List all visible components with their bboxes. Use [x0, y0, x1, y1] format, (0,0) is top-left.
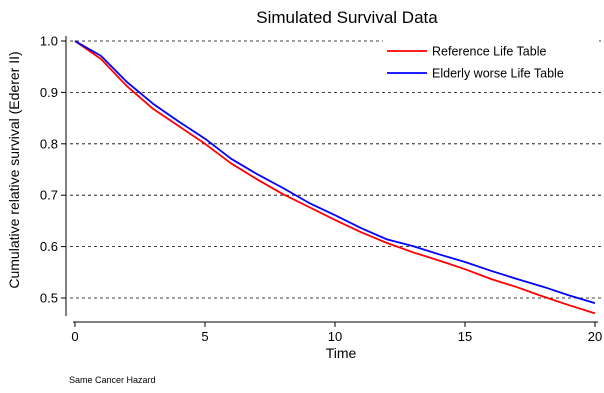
x-axis-label: Time — [326, 345, 357, 361]
series-line-1 — [74, 40, 596, 304]
y-tick-label-2: 0.7 — [40, 188, 58, 203]
x-tick-label-2: 10 — [328, 329, 342, 344]
y-tick-label-5: 1.0 — [40, 34, 58, 49]
legend-label-0: Reference Life Table — [432, 45, 546, 59]
x-tick-label-1: 5 — [201, 329, 208, 344]
legend: Reference Life Table Elderly worse Life T… — [383, 38, 599, 86]
chart-title: Simulated Survival Data — [256, 8, 438, 27]
chart-note: Same Cancer Hazard — [69, 375, 156, 385]
y-axis-label: Cumulative relative survival (Ederer II) — [6, 51, 22, 288]
y-tick-label-0: 0.5 — [40, 291, 58, 306]
x-tick-label-3: 15 — [458, 329, 472, 344]
y-tick-label-3: 0.8 — [40, 136, 58, 151]
series-lines — [74, 40, 596, 315]
series-line-0 — [74, 40, 596, 315]
y-tick-label-1: 0.6 — [40, 239, 58, 254]
y-tick-label-4: 0.9 — [40, 85, 58, 100]
x-tick-label-0: 0 — [71, 329, 78, 344]
gridlines — [70, 40, 601, 299]
legend-label-1: Elderly worse Life Table — [432, 67, 564, 81]
x-tick-label-4: 20 — [588, 329, 602, 344]
legend-box — [383, 38, 599, 86]
axes: 0.5 0.6 0.7 0.8 0.9 1.0 0 5 10 15 20 — [40, 34, 602, 345]
